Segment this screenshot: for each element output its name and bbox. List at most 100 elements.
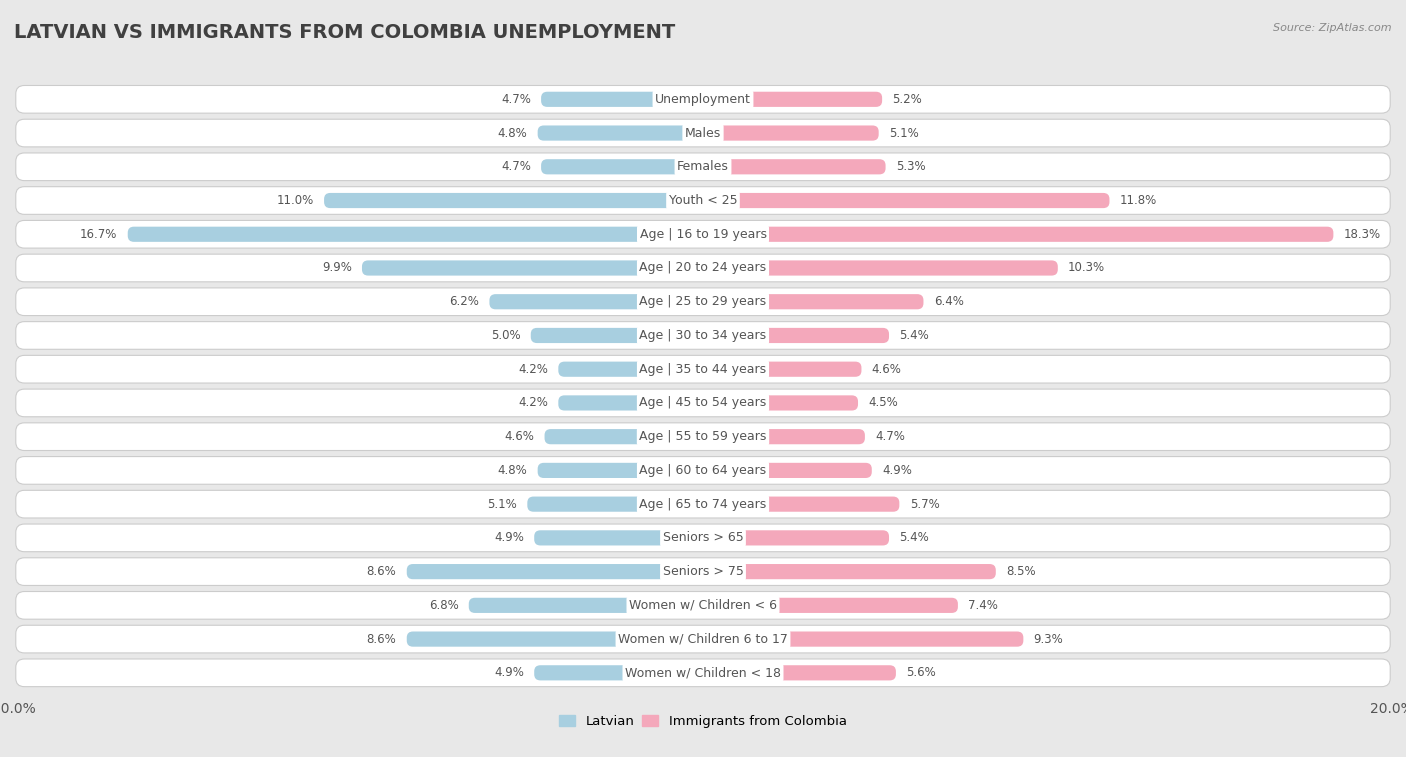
Text: 16.7%: 16.7% <box>80 228 117 241</box>
FancyBboxPatch shape <box>703 294 924 310</box>
FancyBboxPatch shape <box>361 260 703 276</box>
FancyBboxPatch shape <box>703 395 858 410</box>
FancyBboxPatch shape <box>558 395 703 410</box>
Text: Age | 45 to 54 years: Age | 45 to 54 years <box>640 397 766 410</box>
Text: 5.3%: 5.3% <box>896 160 925 173</box>
Text: Source: ZipAtlas.com: Source: ZipAtlas.com <box>1274 23 1392 33</box>
Text: 6.2%: 6.2% <box>450 295 479 308</box>
Text: 5.4%: 5.4% <box>900 531 929 544</box>
Text: Age | 16 to 19 years: Age | 16 to 19 years <box>640 228 766 241</box>
FancyBboxPatch shape <box>703 159 886 174</box>
Text: 8.6%: 8.6% <box>367 565 396 578</box>
Text: Age | 20 to 24 years: Age | 20 to 24 years <box>640 261 766 275</box>
Text: Unemployment: Unemployment <box>655 93 751 106</box>
Text: 9.3%: 9.3% <box>1033 633 1063 646</box>
Text: 10.3%: 10.3% <box>1069 261 1105 275</box>
Text: Seniors > 75: Seniors > 75 <box>662 565 744 578</box>
FancyBboxPatch shape <box>558 362 703 377</box>
FancyBboxPatch shape <box>15 524 1391 552</box>
Text: 5.7%: 5.7% <box>910 497 939 511</box>
FancyBboxPatch shape <box>15 456 1391 484</box>
FancyBboxPatch shape <box>703 598 957 613</box>
Text: Age | 25 to 29 years: Age | 25 to 29 years <box>640 295 766 308</box>
FancyBboxPatch shape <box>15 322 1391 349</box>
FancyBboxPatch shape <box>537 463 703 478</box>
Text: Age | 65 to 74 years: Age | 65 to 74 years <box>640 497 766 511</box>
FancyBboxPatch shape <box>406 564 703 579</box>
FancyBboxPatch shape <box>703 92 882 107</box>
FancyBboxPatch shape <box>15 558 1391 585</box>
FancyBboxPatch shape <box>15 119 1391 147</box>
Text: 5.1%: 5.1% <box>889 126 918 139</box>
FancyBboxPatch shape <box>703 497 900 512</box>
Text: 4.5%: 4.5% <box>869 397 898 410</box>
Text: 4.6%: 4.6% <box>505 430 534 443</box>
FancyBboxPatch shape <box>15 423 1391 450</box>
FancyBboxPatch shape <box>406 631 703 646</box>
FancyBboxPatch shape <box>703 362 862 377</box>
Text: Age | 35 to 44 years: Age | 35 to 44 years <box>640 363 766 375</box>
FancyBboxPatch shape <box>703 665 896 681</box>
FancyBboxPatch shape <box>527 497 703 512</box>
Text: Women w/ Children < 18: Women w/ Children < 18 <box>626 666 780 679</box>
FancyBboxPatch shape <box>468 598 703 613</box>
Text: 4.6%: 4.6% <box>872 363 901 375</box>
Text: 5.4%: 5.4% <box>900 329 929 342</box>
FancyBboxPatch shape <box>15 355 1391 383</box>
Text: 8.5%: 8.5% <box>1007 565 1036 578</box>
FancyBboxPatch shape <box>703 126 879 141</box>
FancyBboxPatch shape <box>544 429 703 444</box>
Legend: Latvian, Immigrants from Colombia: Latvian, Immigrants from Colombia <box>554 710 852 734</box>
FancyBboxPatch shape <box>541 159 703 174</box>
FancyBboxPatch shape <box>15 187 1391 214</box>
Text: 18.3%: 18.3% <box>1344 228 1381 241</box>
FancyBboxPatch shape <box>15 86 1391 113</box>
Text: 4.7%: 4.7% <box>875 430 905 443</box>
Text: 6.8%: 6.8% <box>429 599 458 612</box>
Text: 5.6%: 5.6% <box>907 666 936 679</box>
FancyBboxPatch shape <box>703 531 889 546</box>
FancyBboxPatch shape <box>531 328 703 343</box>
Text: 9.9%: 9.9% <box>322 261 352 275</box>
Text: 4.7%: 4.7% <box>501 160 531 173</box>
FancyBboxPatch shape <box>534 531 703 546</box>
FancyBboxPatch shape <box>128 226 703 241</box>
Text: 11.0%: 11.0% <box>277 194 314 207</box>
FancyBboxPatch shape <box>15 625 1391 653</box>
FancyBboxPatch shape <box>703 463 872 478</box>
Text: Women w/ Children < 6: Women w/ Children < 6 <box>628 599 778 612</box>
Text: Seniors > 65: Seniors > 65 <box>662 531 744 544</box>
Text: 11.8%: 11.8% <box>1119 194 1157 207</box>
Text: Males: Males <box>685 126 721 139</box>
Text: 7.4%: 7.4% <box>969 599 998 612</box>
Text: 8.6%: 8.6% <box>367 633 396 646</box>
Text: Youth < 25: Youth < 25 <box>669 194 737 207</box>
FancyBboxPatch shape <box>15 220 1391 248</box>
FancyBboxPatch shape <box>703 429 865 444</box>
Text: 4.7%: 4.7% <box>501 93 531 106</box>
Text: 5.2%: 5.2% <box>893 93 922 106</box>
FancyBboxPatch shape <box>541 92 703 107</box>
FancyBboxPatch shape <box>703 631 1024 646</box>
Text: 4.2%: 4.2% <box>519 363 548 375</box>
FancyBboxPatch shape <box>15 591 1391 619</box>
Text: 4.9%: 4.9% <box>494 666 524 679</box>
Text: 4.2%: 4.2% <box>519 397 548 410</box>
Text: Age | 60 to 64 years: Age | 60 to 64 years <box>640 464 766 477</box>
Text: 5.0%: 5.0% <box>491 329 520 342</box>
FancyBboxPatch shape <box>703 193 1109 208</box>
Text: 4.9%: 4.9% <box>494 531 524 544</box>
FancyBboxPatch shape <box>534 665 703 681</box>
Text: Age | 30 to 34 years: Age | 30 to 34 years <box>640 329 766 342</box>
FancyBboxPatch shape <box>537 126 703 141</box>
FancyBboxPatch shape <box>15 389 1391 417</box>
Text: LATVIAN VS IMMIGRANTS FROM COLOMBIA UNEMPLOYMENT: LATVIAN VS IMMIGRANTS FROM COLOMBIA UNEM… <box>14 23 675 42</box>
FancyBboxPatch shape <box>703 226 1333 241</box>
Text: Women w/ Children 6 to 17: Women w/ Children 6 to 17 <box>619 633 787 646</box>
Text: Females: Females <box>678 160 728 173</box>
Text: 4.8%: 4.8% <box>498 464 527 477</box>
Text: 4.9%: 4.9% <box>882 464 912 477</box>
FancyBboxPatch shape <box>323 193 703 208</box>
FancyBboxPatch shape <box>15 254 1391 282</box>
FancyBboxPatch shape <box>703 328 889 343</box>
